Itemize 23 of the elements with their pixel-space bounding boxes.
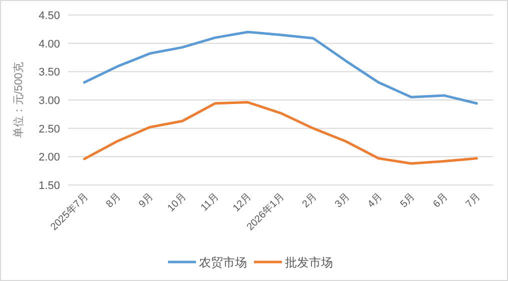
x-tick-label: 10月 xyxy=(166,191,189,214)
y-tick-label: 2.00 xyxy=(38,152,60,164)
y-tick-label: 3.00 xyxy=(38,95,60,107)
legend-label: 农贸市场 xyxy=(199,256,247,270)
line-series xyxy=(83,30,478,105)
x-tick-label: 12月 xyxy=(231,191,254,214)
x-tick-label: 7月 xyxy=(464,191,483,210)
y-tick-label: 4.50 xyxy=(38,10,60,22)
y-tick-label: 3.50 xyxy=(38,66,60,79)
x-tick-label: 4月 xyxy=(366,191,385,210)
x-tick-label: 11月 xyxy=(199,191,222,214)
legend-label: 批发市场 xyxy=(285,256,333,270)
x-tick-label: 9月 xyxy=(137,191,156,210)
x-tick-label: 6月 xyxy=(431,191,450,210)
x-tick-label: 2月 xyxy=(300,191,320,210)
y-tick-label: 2.50 xyxy=(38,123,60,136)
x-tick-label: 3月 xyxy=(333,191,352,210)
y-tick-label: 4.00 xyxy=(38,38,60,50)
x-tick-label: 5月 xyxy=(398,191,418,210)
x-tick-label: 8月 xyxy=(104,191,124,210)
y-axis-title: 单位：元/500克 xyxy=(12,62,25,138)
line-series xyxy=(83,101,478,165)
y-tick-label: 1.50 xyxy=(38,180,60,192)
